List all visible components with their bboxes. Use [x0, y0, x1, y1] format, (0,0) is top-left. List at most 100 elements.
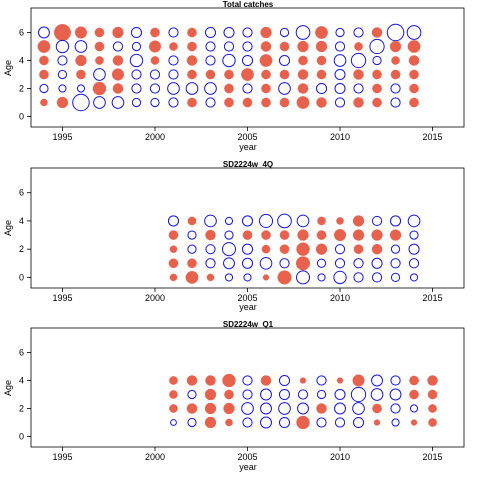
bubble-negative: [168, 69, 179, 80]
chart-panel: SD2224w_4Q Age year 1995 2000 2005 2010 2015…: [3, 160, 465, 312]
bubble-negative: [353, 272, 364, 283]
bubble-positive: [373, 419, 381, 426]
bubble-positive: [187, 41, 197, 52]
bubble-negative: [278, 54, 291, 67]
bubble-positive: [94, 27, 105, 38]
bubble-negative: [204, 214, 217, 228]
bubble-negative: [334, 258, 346, 269]
bubble-negative: [258, 213, 274, 228]
bubble-negative: [131, 83, 142, 94]
x-tick-label: 2005: [237, 293, 257, 303]
bubble-negative: [76, 84, 86, 93]
bubble-positive: [353, 97, 364, 108]
bubble-positive: [169, 390, 178, 399]
bubble-negative: [333, 54, 347, 67]
chart-title: SD2224w_4Q: [223, 160, 273, 169]
bubble-positive: [333, 229, 347, 242]
bubble-negative: [353, 27, 364, 38]
bubble-positive: [296, 415, 310, 430]
bubble-negative: [390, 258, 401, 269]
bubble-positive: [279, 230, 290, 240]
bubble-negative: [242, 41, 253, 52]
bubble-negative: [187, 244, 197, 254]
y-axis-label: Age: [3, 60, 13, 76]
y-tick-label: 6: [19, 28, 24, 38]
bubble-negative: [131, 97, 142, 108]
bubble-positive: [187, 216, 197, 226]
bubble-negative: [112, 41, 124, 52]
bubble-positive: [39, 69, 49, 80]
bubble-positive: [279, 97, 290, 108]
x-tick-label: 2015: [423, 293, 443, 303]
bubble-negative: [353, 83, 364, 94]
bubble-positive: [112, 83, 124, 94]
bubble-negative: [316, 258, 327, 268]
bubble-negative: [39, 83, 49, 94]
x-tick-label: 2010: [330, 293, 350, 303]
bubble-negative: [224, 216, 234, 226]
bubble-negative: [371, 215, 383, 227]
x-tick-label: 2000: [145, 293, 165, 303]
bubble-positive: [407, 40, 421, 53]
bubble-positive: [224, 97, 234, 108]
bubble-positive: [428, 418, 437, 427]
bubble-positive: [39, 55, 49, 66]
bubble-positive: [260, 41, 272, 52]
bubble-negative: [316, 389, 327, 400]
bubble-positive: [186, 375, 198, 386]
bubble-negative: [55, 39, 70, 54]
bubble-positive: [296, 96, 310, 109]
bubble-negative: [223, 257, 235, 270]
bubble-positive: [427, 375, 438, 386]
bubble-positive: [187, 69, 197, 80]
bubble-positive: [259, 54, 273, 67]
bubble-positive: [56, 96, 69, 109]
bubble-positive: [241, 68, 254, 81]
bubble-negative: [224, 230, 234, 240]
bubble-positive: [391, 56, 400, 65]
x-tick-label: 2005: [237, 452, 257, 462]
bubble-positive: [112, 26, 124, 39]
y-tick-label: 4: [19, 376, 24, 386]
bubble-negative: [205, 258, 216, 269]
bubble-negative: [408, 243, 420, 255]
bubble-negative: [316, 375, 327, 386]
bubble-positive: [206, 273, 215, 282]
bubble-negative: [205, 55, 216, 66]
bubble-negative: [371, 272, 383, 283]
bubble-positive: [315, 26, 328, 39]
bubble-positive: [223, 402, 235, 415]
bubble-negative: [130, 26, 143, 39]
bubble-negative: [58, 84, 67, 93]
bubble-negative: [333, 270, 347, 285]
bubble-positive: [427, 389, 438, 400]
bubble-negative: [296, 214, 310, 228]
bubble-positive: [316, 97, 327, 108]
bubble-negative: [242, 27, 253, 38]
bubble-positive: [169, 245, 178, 253]
bubble-positive: [262, 274, 270, 281]
bubble-negative: [111, 96, 125, 109]
bubble-negative: [185, 82, 199, 95]
x-tick-label: 1995: [52, 132, 72, 142]
bubble-negative: [260, 388, 272, 401]
bubble-positive: [95, 56, 104, 65]
bubble-negative: [260, 402, 272, 415]
bubble-positive: [242, 97, 253, 108]
bubble-positive: [169, 273, 178, 282]
bubble-negative: [149, 83, 161, 94]
bubble-positive: [222, 373, 236, 388]
bubble-negative: [409, 404, 419, 413]
bubble-positive: [352, 229, 365, 241]
bubble-negative: [242, 417, 253, 428]
bubble-negative: [408, 258, 420, 269]
bubble-negative: [241, 257, 254, 269]
bubble-negative: [315, 82, 328, 95]
bubble-negative: [204, 82, 217, 95]
bubble-negative: [316, 417, 327, 428]
bubble-positive: [297, 229, 309, 241]
bubble-positive: [169, 376, 178, 385]
bubble-positive: [296, 242, 310, 256]
bubble-positive: [336, 377, 344, 384]
bubble-negative: [204, 26, 217, 39]
